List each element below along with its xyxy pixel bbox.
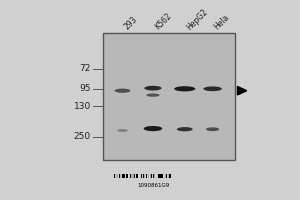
Text: 293: 293 bbox=[122, 15, 139, 32]
Bar bbox=[126, 174, 127, 181]
Bar bbox=[148, 174, 149, 181]
Ellipse shape bbox=[144, 86, 162, 91]
Bar bbox=[114, 174, 116, 181]
Bar bbox=[137, 174, 138, 181]
Bar bbox=[166, 174, 167, 181]
Bar bbox=[144, 174, 145, 181]
Bar bbox=[168, 174, 169, 181]
Bar bbox=[157, 174, 158, 181]
Bar bbox=[134, 174, 135, 181]
Bar bbox=[118, 174, 120, 181]
Ellipse shape bbox=[177, 127, 193, 131]
Bar bbox=[151, 174, 152, 181]
Bar bbox=[116, 174, 117, 181]
Bar bbox=[161, 174, 162, 181]
Bar bbox=[122, 174, 123, 181]
Text: 72: 72 bbox=[80, 64, 91, 73]
Ellipse shape bbox=[203, 86, 222, 91]
Ellipse shape bbox=[206, 127, 219, 131]
Bar bbox=[130, 174, 131, 181]
Bar bbox=[150, 174, 151, 181]
Ellipse shape bbox=[117, 129, 128, 132]
Text: K562: K562 bbox=[153, 12, 173, 32]
Bar bbox=[146, 174, 148, 181]
Text: HepG2: HepG2 bbox=[185, 7, 209, 32]
Text: 95: 95 bbox=[80, 84, 91, 93]
Bar bbox=[154, 174, 155, 181]
Bar bbox=[158, 174, 160, 181]
Ellipse shape bbox=[146, 93, 160, 97]
FancyArrow shape bbox=[238, 86, 247, 95]
Bar bbox=[160, 174, 161, 181]
Bar bbox=[162, 174, 163, 181]
Bar bbox=[142, 174, 144, 181]
Bar bbox=[131, 174, 133, 181]
Bar bbox=[141, 174, 142, 181]
Bar bbox=[133, 174, 134, 181]
Ellipse shape bbox=[144, 126, 162, 131]
Text: 250: 250 bbox=[74, 132, 91, 141]
Bar bbox=[123, 174, 125, 181]
Bar bbox=[103, 33, 235, 160]
Bar bbox=[165, 174, 166, 181]
Bar bbox=[153, 174, 154, 181]
Text: 1090861G9: 1090861G9 bbox=[138, 183, 170, 188]
Text: Hela: Hela bbox=[213, 13, 231, 32]
Bar bbox=[120, 174, 122, 181]
Ellipse shape bbox=[174, 86, 195, 91]
Text: 130: 130 bbox=[74, 102, 91, 111]
Bar bbox=[169, 174, 171, 181]
Ellipse shape bbox=[115, 89, 130, 93]
